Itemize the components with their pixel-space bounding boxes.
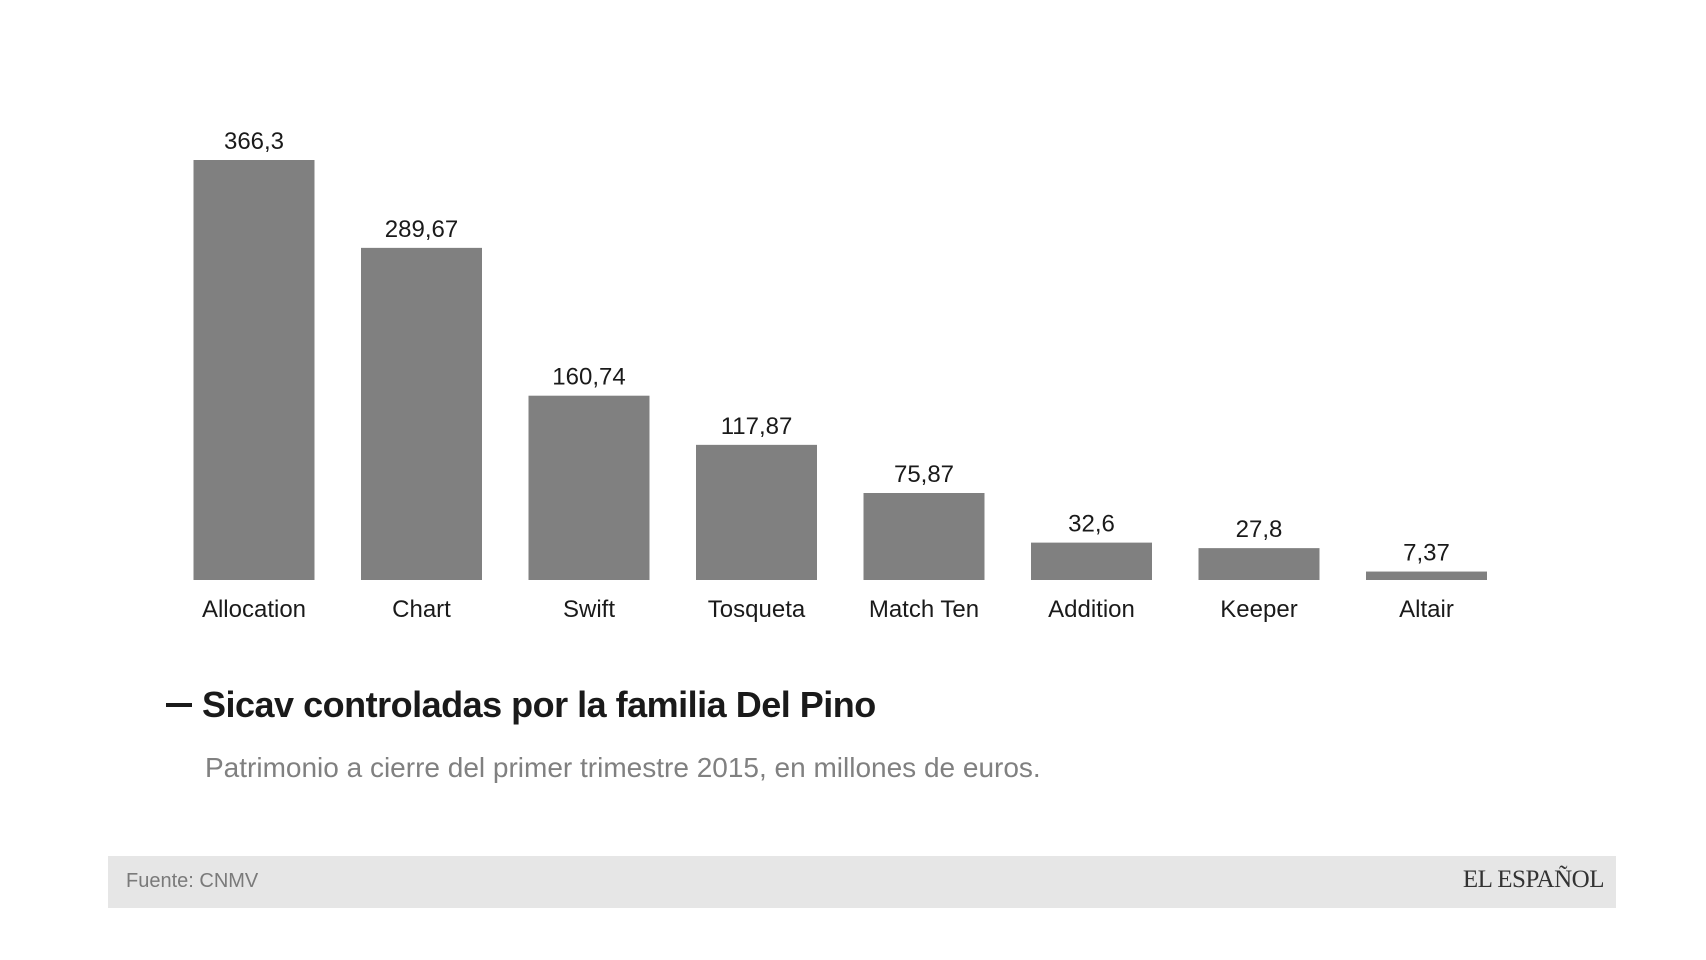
- bar-chart: [361, 247, 482, 580]
- bar-altair: [1366, 571, 1487, 580]
- category-label: Addition: [1048, 596, 1135, 623]
- category-label: Allocation: [202, 596, 306, 623]
- bar-tosqueta: [696, 444, 817, 580]
- chart-title-row: Sicav controladas por la familia Del Pin…: [166, 684, 876, 726]
- source-credit: Fuente: CNMV: [126, 870, 259, 892]
- value-label: 27,8: [1236, 516, 1283, 543]
- value-label: 289,67: [385, 216, 458, 243]
- category-label: Match Ten: [869, 596, 979, 623]
- bar-keeper: [1198, 548, 1320, 580]
- category-label: Tosqueta: [708, 596, 806, 623]
- title-dash-icon: [166, 703, 192, 707]
- category-label: Keeper: [1220, 596, 1297, 623]
- chart-subtitle: Patrimonio a cierre del primer trimestre…: [205, 752, 1041, 783]
- brand-logo: EL ESPAÑOL: [1462, 866, 1605, 893]
- value-label: 160,74: [552, 364, 625, 391]
- bar-chart: 366,3 Allocation 289,67 Chart 160,74 Swift 117…: [193, 128, 1487, 623]
- footer-bar: Fuente: CNMV EL ESPAÑOL: [108, 856, 1616, 908]
- bar-addition: [1031, 542, 1152, 580]
- category-label: Chart: [392, 596, 451, 623]
- value-label: 75,87: [894, 461, 954, 488]
- category-label: Altair: [1399, 596, 1454, 623]
- value-label: 366,3: [224, 128, 284, 155]
- value-label: 7,37: [1403, 540, 1450, 567]
- chart-title: Sicav controladas por la familia Del Pin…: [202, 684, 876, 725]
- value-label: 32,6: [1068, 511, 1115, 538]
- category-label: Swift: [563, 596, 615, 623]
- bar-allocation: [193, 160, 315, 580]
- bar-match-ten: [863, 493, 985, 580]
- bar-swift: [528, 395, 650, 580]
- value-label: 117,87: [721, 413, 793, 440]
